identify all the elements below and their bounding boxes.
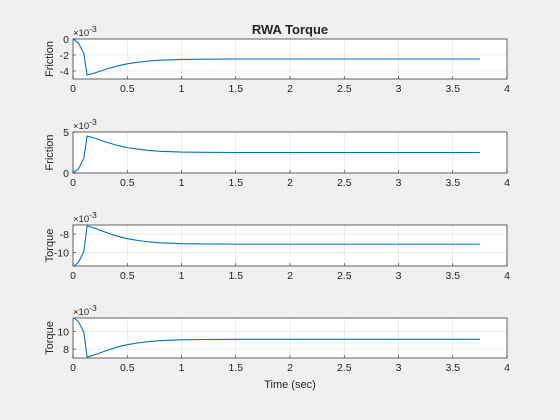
x-tick-label: 4: [504, 83, 510, 95]
y-tick-label: 8: [63, 344, 69, 356]
y-tick-label: -10: [54, 247, 69, 259]
y-exponent-base: ×10: [73, 214, 89, 225]
y-exponent-power: -3: [89, 24, 97, 34]
x-tick-label: 3.5: [445, 83, 460, 95]
y-exponent-base: ×10: [73, 28, 89, 39]
x-tick-label: 2.5: [337, 83, 352, 95]
y-exponent-base: ×10: [73, 307, 89, 318]
axes-box: [72, 224, 508, 267]
x-tick-label: 0: [70, 362, 76, 374]
x-tick-label: 1: [179, 362, 185, 374]
x-tick-label: 1.5: [228, 362, 243, 374]
y-exponent-power: -3: [89, 117, 97, 127]
x-tick-label: 1: [179, 177, 185, 189]
x-tick-label: 2: [287, 270, 293, 282]
x-tick-label: 1.5: [228, 177, 243, 189]
x-tick-label: 4: [504, 270, 510, 282]
x-tick-label: 1: [179, 83, 185, 95]
x-tick-label: 0: [70, 270, 76, 282]
x-tick-label: 0.5: [120, 362, 135, 374]
x-tick-label: 2: [287, 177, 293, 189]
series-line: [73, 225, 480, 266]
x-tick-label: 1.5: [228, 83, 243, 95]
x-tick-label: 2: [287, 362, 293, 374]
x-tick-label: 3: [396, 83, 402, 95]
y-tick-label: -2: [60, 50, 69, 62]
y-axis-label: Torque: [44, 229, 56, 263]
x-tick-label: 3: [396, 177, 402, 189]
y-tick-label: -4: [60, 66, 69, 78]
x-tick-label: 0.5: [120, 270, 135, 282]
y-tick-label: 0: [63, 34, 69, 46]
x-tick-label: 2.5: [337, 270, 352, 282]
y-tick-label: 10: [57, 326, 69, 338]
figure-title: RWA Torque: [252, 22, 328, 37]
x-tick-label: 4: [504, 177, 510, 189]
x-tick-label: 1.5: [228, 270, 243, 282]
y-exponent-power: -3: [89, 303, 97, 313]
y-tick-label: 5: [63, 127, 69, 139]
x-tick-label: 1: [179, 270, 185, 282]
x-tick-label: 0.5: [120, 83, 135, 95]
x-tick-label: 2: [287, 83, 293, 95]
y-tick-label: 0: [63, 168, 69, 180]
y-exponent-base: ×10: [73, 121, 89, 132]
x-axis-label: Time (sec): [264, 379, 316, 391]
x-tick-label: 2.5: [337, 177, 352, 189]
axes-box: [72, 317, 508, 359]
y-exponent-label: ×10-3: [73, 210, 97, 225]
x-tick-label: 0.5: [120, 177, 135, 189]
subplot-1: 0 0.5 1 1.5 2 2.5 3 3.5 4 0 -2 -4 ×10-3 Friction: [44, 24, 510, 95]
x-tick-label: 3.5: [445, 270, 460, 282]
x-tick-label: 0: [70, 177, 76, 189]
axes-box: [72, 38, 508, 80]
x-tick-label: 0: [70, 83, 76, 95]
y-exponent-power: -3: [89, 210, 97, 220]
x-tick-label: 4: [504, 362, 510, 374]
y-axis-label: Friction: [44, 134, 56, 170]
y-axis-label: Torque: [44, 321, 56, 355]
subplot-4: 0 0.5 1 1.5 2 2.5 3 3.5 4 10 8 ×10-3 Torque: [44, 303, 510, 374]
y-exponent-label: ×10-3: [73, 303, 97, 318]
axes-box: [72, 131, 508, 174]
subplot-2: 0 0.5 1 1.5 2 2.5 3 3.5 4 5 0 ×10-3 Friction: [44, 117, 510, 189]
subplot-3: 0 0.5 1 1.5 2 2.5 3 3.5 4 -8 -10 ×10-3 Torque: [44, 210, 510, 282]
x-tick-label: 3.5: [445, 362, 460, 374]
x-tick-label: 3: [396, 362, 402, 374]
y-tick-label: -8: [60, 229, 69, 241]
y-axis-label: Friction: [44, 41, 56, 77]
y-exponent-label: ×10-3: [73, 24, 97, 39]
series-line: [73, 39, 480, 76]
x-tick-label: 3.5: [445, 177, 460, 189]
series-line: [73, 135, 480, 173]
series-line: [73, 318, 480, 358]
y-exponent-label: ×10-3: [73, 117, 97, 132]
x-tick-label: 3: [396, 270, 402, 282]
x-tick-label: 2.5: [337, 362, 352, 374]
